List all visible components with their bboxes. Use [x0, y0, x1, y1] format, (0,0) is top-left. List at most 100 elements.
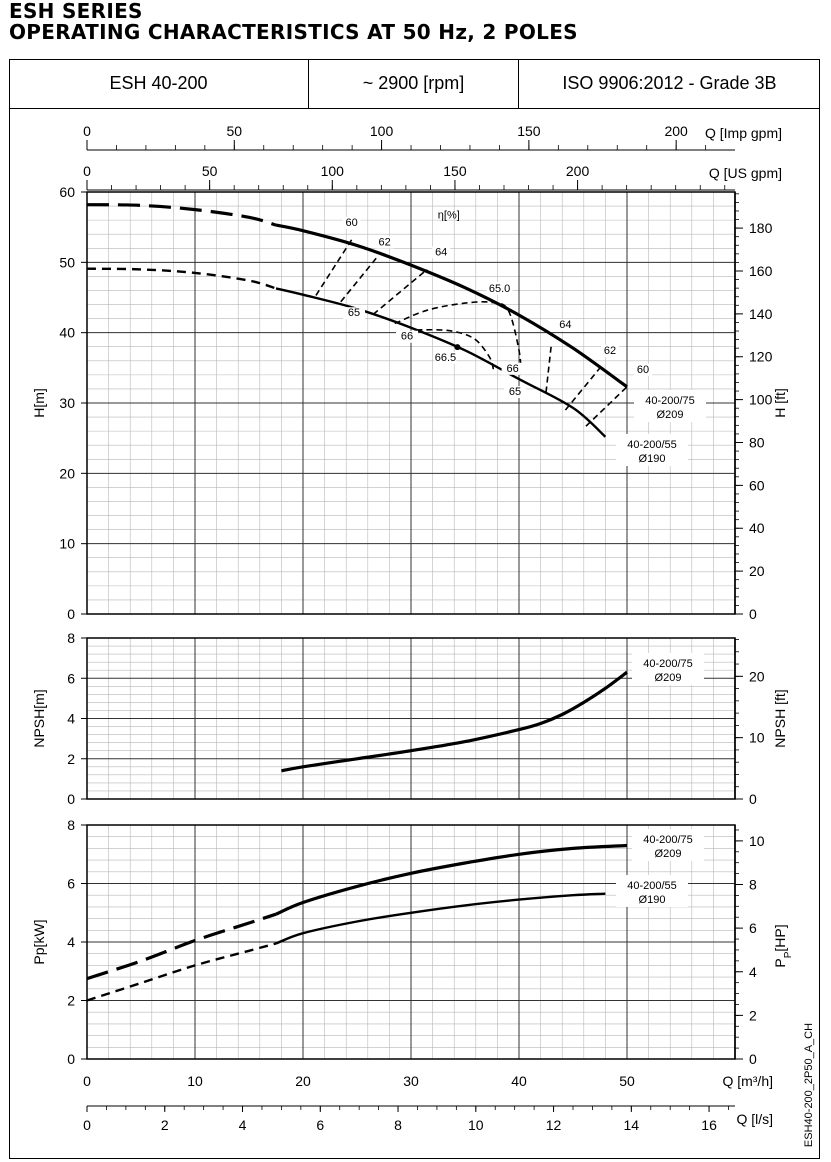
power-ytick-right-label: 4	[749, 964, 757, 980]
series-title: ESH SERIES OPERATING CHARACTERISTICS AT …	[9, 1, 578, 43]
head-ytick-right-label: 20	[749, 563, 765, 579]
ls-tick-label: 2	[161, 1117, 169, 1133]
ls-tick-label: 10	[468, 1117, 484, 1133]
efficiency-line	[545, 343, 553, 393]
x-tick-label: 50	[619, 1073, 635, 1089]
power-209-label-bg	[632, 829, 704, 861]
efficiency-loop	[394, 300, 522, 377]
ls-tick-label: 14	[624, 1117, 640, 1133]
head-ytick-right-label: 120	[749, 349, 773, 365]
efficiency-line	[315, 239, 353, 296]
head-ytick-label: 20	[59, 465, 75, 481]
head-ytick-right-label: 180	[749, 220, 773, 236]
top-axis-tick-label: 150	[443, 163, 467, 179]
power-190-label-bg	[616, 875, 688, 907]
head-190-label-bg	[616, 434, 688, 466]
title-line-1: ESH SERIES	[9, 0, 143, 23]
efficiency-loop	[416, 328, 495, 372]
x-axis-label: Q [m³/h]	[722, 1073, 773, 1089]
head-190-label-sub: Ø190	[639, 453, 666, 465]
efficiency-line	[372, 268, 428, 315]
power-ytick-label: 0	[67, 1051, 75, 1067]
head-ytick-label: 10	[59, 536, 75, 552]
efficiency-marker-bg	[501, 362, 524, 375]
ls-tick-label: 8	[394, 1117, 402, 1133]
head-ytick-label: 60	[59, 184, 75, 200]
power-190-label: 40-200/55	[627, 880, 677, 892]
ls-axis-label: Q [l/s]	[736, 1111, 773, 1127]
ls-tick-label: 0	[83, 1117, 91, 1133]
x-tick-label: 0	[83, 1073, 91, 1089]
head-209-label-sub: Ø209	[657, 409, 684, 421]
head-ytick-right-label: 60	[749, 477, 765, 493]
npsh-ytick-right-label: 0	[749, 791, 757, 807]
power-ytick-label: 6	[67, 876, 75, 892]
head-curve-209-solid	[275, 223, 628, 389]
npsh-ytick-right-label: 20	[749, 668, 765, 684]
npsh-209-label-bg	[632, 653, 704, 685]
power-ytick-right-label: 6	[749, 920, 757, 936]
top-axis-tick-label: 50	[227, 123, 243, 139]
power-ytick-right-label: 10	[749, 833, 765, 849]
efficiency-line	[564, 367, 601, 411]
power-ytick-label: 4	[67, 934, 75, 950]
top-axis-label: Q [Imp gpm]	[705, 125, 782, 141]
top-axis-label: Q [US gpm]	[709, 165, 782, 181]
efficiency-loop-label: 65.0	[489, 283, 510, 295]
power-curve-209-dashed	[86, 912, 277, 981]
npsh-ytick-label: 8	[67, 630, 75, 646]
standard-cell: ISO 9906:2012 - Grade 3B	[562, 73, 777, 93]
efficiency-label: 60	[345, 217, 357, 229]
speed-cell: ~ 2900 [rpm]	[309, 59, 519, 108]
power-curve-209-solid	[275, 843, 628, 916]
efficiency-label: 62	[378, 236, 390, 248]
efficiency-label-bg	[342, 216, 361, 229]
head-209-label-bg	[634, 390, 706, 422]
head-ylabel-right: H [ft]	[772, 388, 788, 418]
info-header: ESH 40-200 ~ 2900 [rpm] ISO 9906:2012 - …	[9, 59, 820, 109]
top-axis-tick-label: 100	[370, 123, 394, 139]
power-curve-190-solid	[275, 892, 606, 945]
efficiency-line	[585, 386, 628, 427]
head-ytick-right-label: 80	[749, 434, 765, 450]
efficiency-label-bg	[486, 281, 513, 295]
x-tick-label: 40	[511, 1073, 527, 1089]
head-curve-190-dashed	[86, 267, 277, 290]
head-ytick-label: 50	[59, 254, 75, 270]
chart-frame	[9, 59, 820, 1159]
npsh-ylabel: NPSH[m]	[31, 689, 47, 747]
power-ytick-right-label: 8	[749, 877, 757, 893]
efficiency-marker-bg	[434, 352, 457, 365]
efficiency-label-bg	[601, 344, 619, 357]
model-cell: ESH 40-200	[9, 59, 309, 108]
efficiency-marker-label: 65	[348, 307, 360, 319]
efficiency-marker-label: 65	[509, 386, 521, 398]
title-line-2: OPERATING CHARACTERISTICS AT 50 Hz, 2 PO…	[9, 20, 578, 44]
npsh-ytick-label: 4	[67, 711, 75, 727]
power-ytick-label: 2	[67, 993, 75, 1009]
top-axis-tick-label: 100	[321, 163, 345, 179]
efficiency-marker-bg	[396, 330, 418, 343]
x-tick-label: 10	[187, 1073, 203, 1089]
efficiency-label: 64	[435, 246, 447, 258]
efficiency-axis-label: η[%]	[438, 210, 460, 222]
npsh-ytick-right-label: 10	[749, 730, 765, 746]
x-tick-label: 30	[403, 1073, 419, 1089]
power-209-label: 40-200/75	[643, 834, 693, 846]
power-ytick-right-label: 2	[749, 1007, 757, 1023]
power-curve-190-dashed	[86, 942, 277, 1002]
efficiency-label-bg	[634, 363, 652, 376]
x-tick-label: 20	[295, 1073, 311, 1089]
ls-tick-label: 4	[239, 1117, 247, 1133]
top-axis-tick-label: 0	[83, 163, 91, 179]
npsh-ytick-label: 2	[67, 751, 75, 767]
npsh-ytick-label: 0	[67, 791, 75, 807]
power-ytick-right-label: 0	[749, 1051, 757, 1067]
head-ytick-right-label: 160	[749, 263, 773, 279]
npsh-209-label-sub: Ø209	[655, 672, 682, 684]
head-ytick-label: 30	[59, 395, 75, 411]
head-ytick-right-label: 100	[749, 392, 773, 408]
power-209-label-sub: Ø209	[655, 848, 682, 860]
efficiency-marker-label: 66.5	[435, 352, 456, 364]
